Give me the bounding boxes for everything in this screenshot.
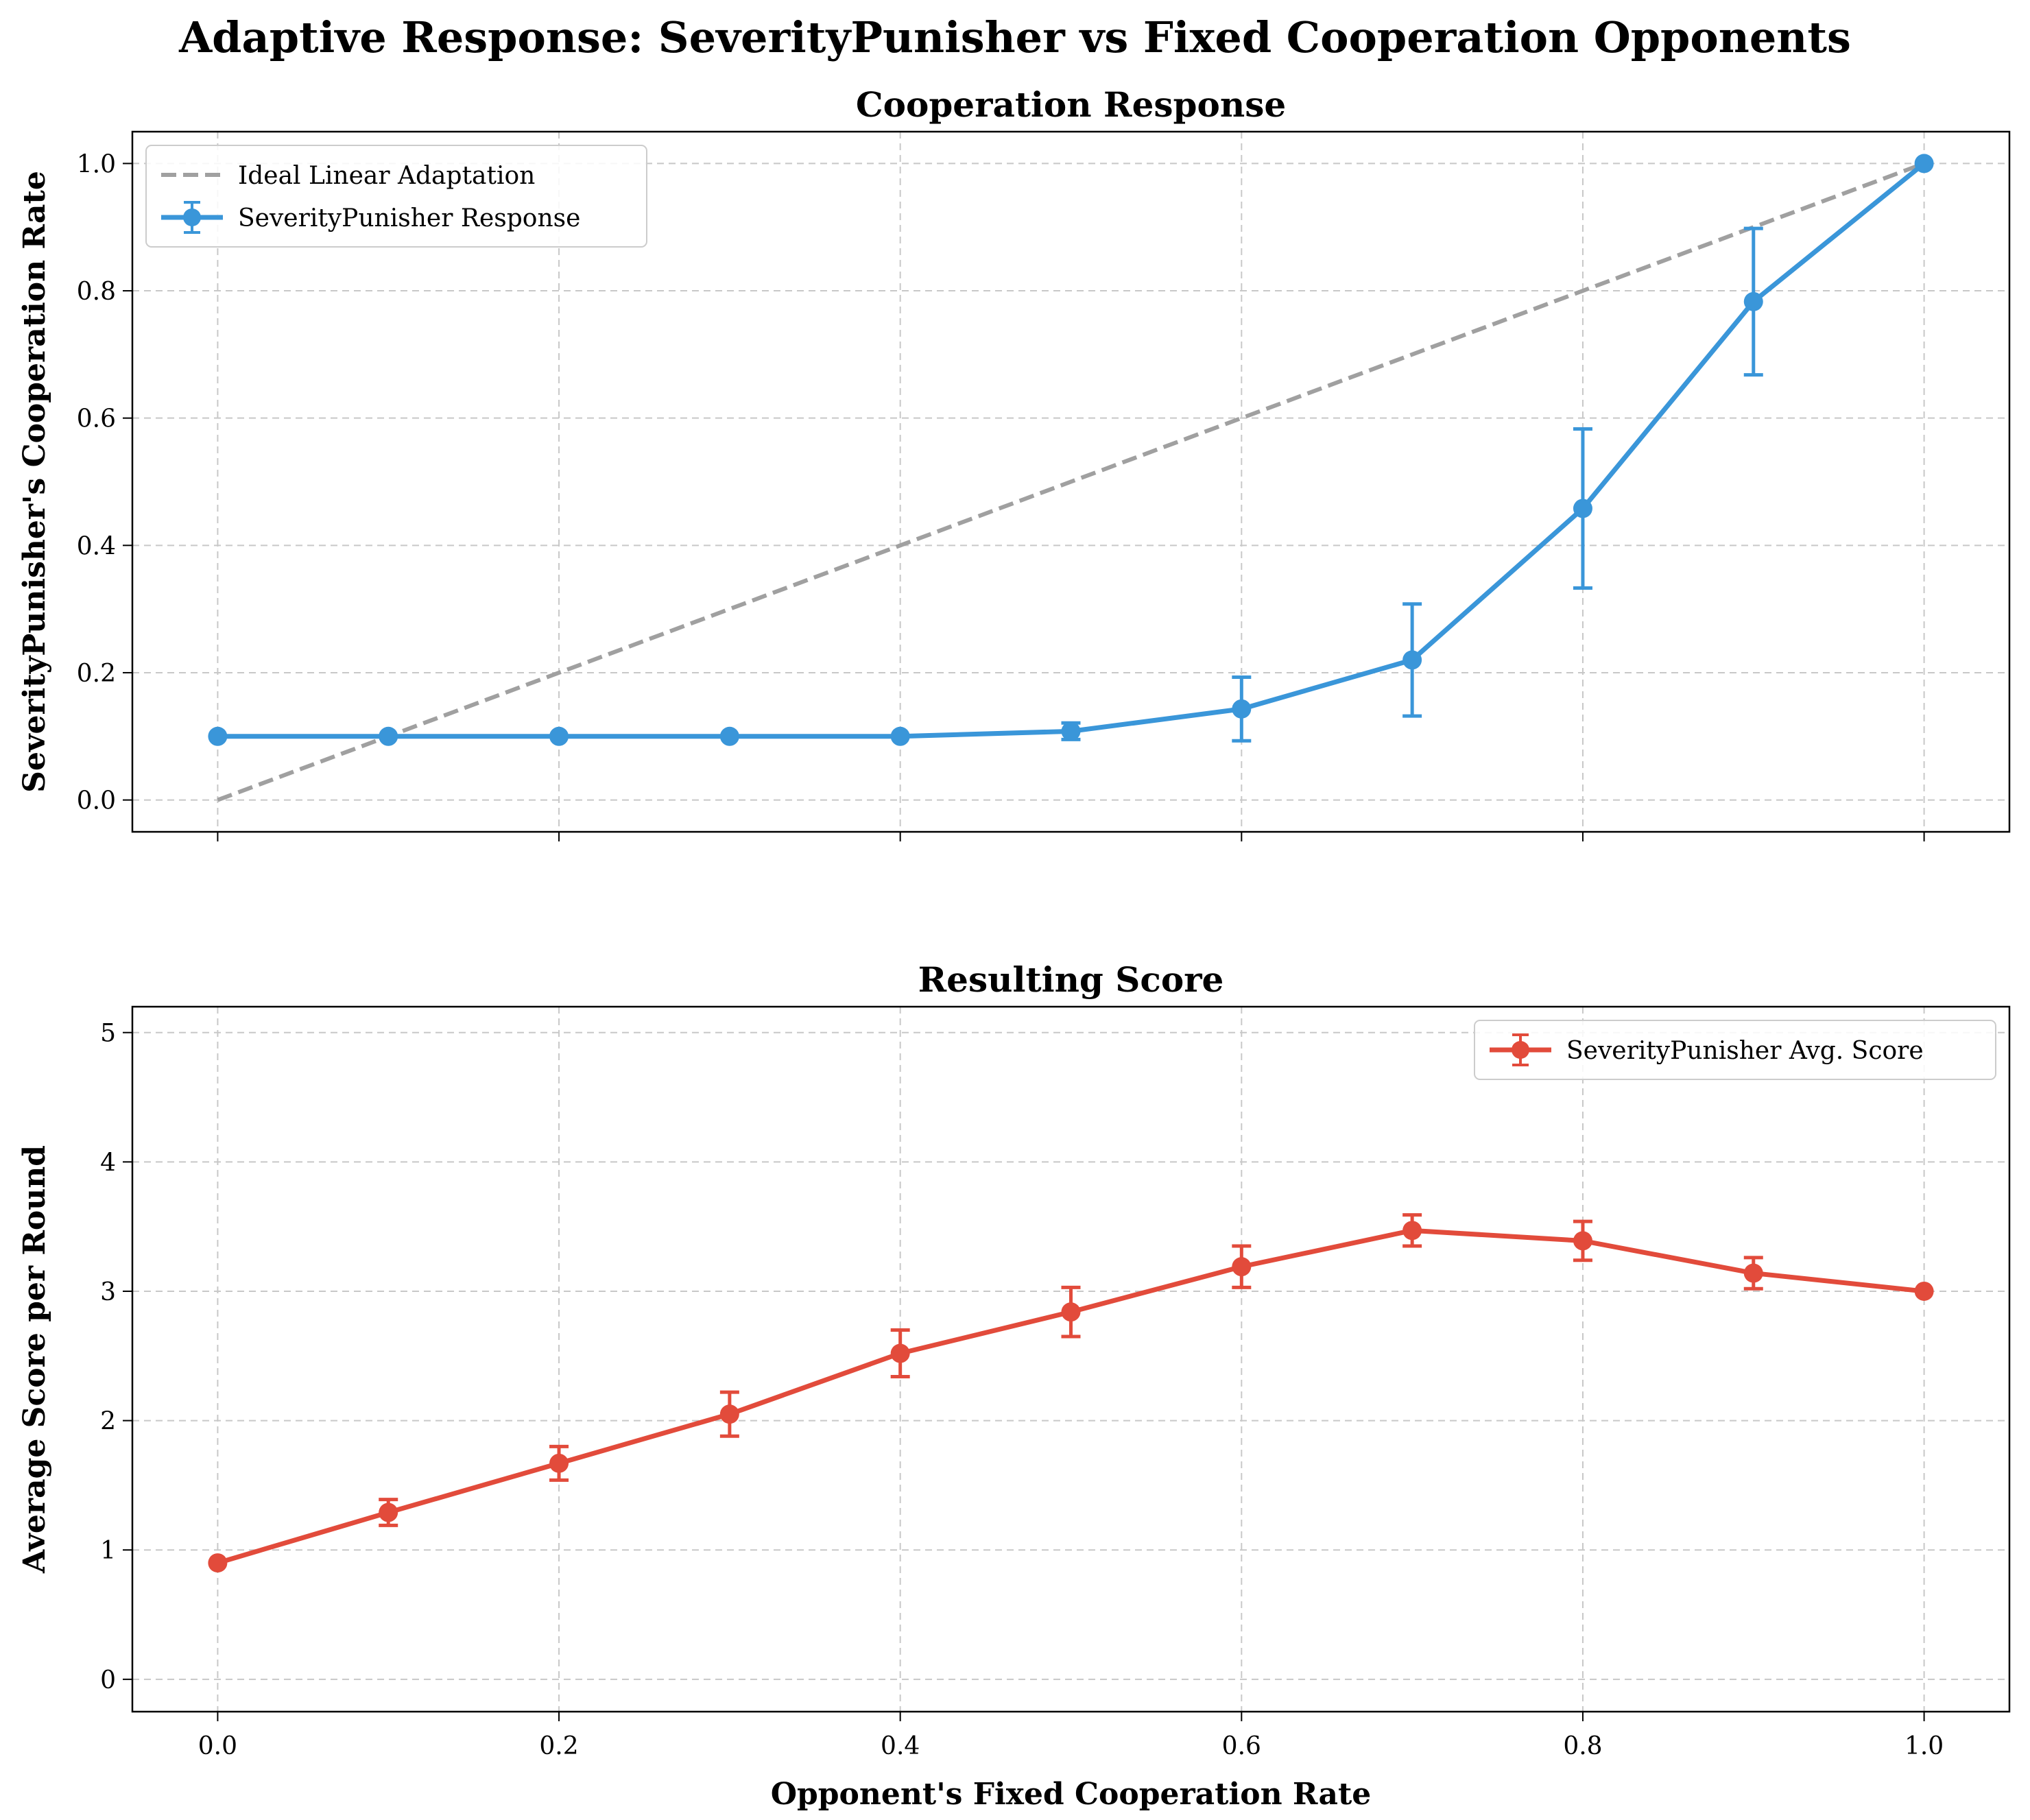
data-point (379, 1502, 398, 1522)
y-tick-label: 0.4 (77, 532, 116, 560)
data-point (719, 726, 739, 746)
series-line (217, 1228, 1924, 1566)
data-point (549, 1453, 569, 1473)
panel-title: Cooperation Response (856, 84, 1286, 125)
legend-label: SeverityPunisher Response (238, 204, 580, 232)
legend-box (145, 145, 647, 248)
y-tick-label: 1.0 (77, 150, 116, 178)
data-point (1573, 1231, 1592, 1251)
y-tick-label: 0.0 (77, 787, 116, 815)
data-point (549, 726, 569, 746)
data-point (208, 726, 228, 746)
series-line (217, 161, 1926, 739)
data-point (1743, 291, 1763, 311)
x-tick-label: 0.8 (1563, 1732, 1602, 1760)
data-point (379, 726, 398, 746)
legend-label: SeverityPunisher Avg. Score (1566, 1037, 1924, 1065)
y-tick-label: 0.8 (77, 278, 116, 306)
legend: Ideal Linear Adaptation SeverityPunisher … (145, 145, 647, 248)
y-tick-label: 3 (100, 1278, 116, 1306)
data-point (1061, 1302, 1081, 1322)
ideal-line (217, 161, 1925, 802)
legend-box (1474, 1020, 1996, 1080)
y-tick-label: 0.6 (77, 405, 116, 433)
panel-title: Resulting Score (918, 959, 1224, 1000)
data-point (1061, 721, 1081, 741)
panel-2: 0.0 0.2 0.4 0.6 0.8 1.0 0 1 2 3 4 5 Resulting Score A… (17, 959, 2011, 1812)
data-point (1402, 650, 1422, 670)
data-point (1914, 1281, 1934, 1301)
x-tick-label: 1.0 (1904, 1732, 1944, 1760)
y-tick-label: 1 (100, 1537, 116, 1565)
data-point (890, 726, 910, 746)
y-tick-label: 0 (100, 1666, 116, 1695)
data-point (1914, 154, 1934, 173)
data-point (208, 1553, 228, 1573)
figure-title: Adaptive Response: SeverityPunisher vs F… (179, 12, 1851, 62)
x-tick-label: 0.2 (539, 1732, 578, 1760)
panel-1: 0.0 0.2 0.4 0.6 0.8 1.0 Cooperation Response Se… (17, 84, 2011, 841)
y-tick-label: 2 (100, 1408, 116, 1436)
legend-label: Ideal Linear Adaptation (238, 162, 535, 190)
legend-swatch-marker (183, 208, 201, 226)
legend: SeverityPunisher Avg. Score (1474, 1020, 1996, 1080)
x-tick-label: 0.6 (1222, 1732, 1261, 1760)
data-point (1402, 1221, 1422, 1241)
data-point (1232, 699, 1252, 719)
y-tick-label: 4 (100, 1149, 116, 1177)
legend-swatch-marker (1512, 1041, 1529, 1059)
data-point (1232, 1257, 1252, 1277)
y-axis-label: SeverityPunisher's Cooperation Rate (17, 171, 52, 793)
x-tick-label: 0.4 (881, 1732, 920, 1760)
x-axis-label: Opponent's Fixed Cooperation Rate (771, 1777, 1372, 1812)
data-point (890, 1343, 910, 1363)
x-tick-label: 0.0 (198, 1732, 237, 1760)
plot-frame (131, 1005, 2011, 1713)
y-tick-label: 5 (100, 1020, 116, 1048)
data-point (1573, 499, 1592, 518)
y-tick-label: 0.2 (77, 660, 116, 688)
data-point (719, 1404, 739, 1424)
data-point (1743, 1263, 1763, 1283)
plot-frame (131, 130, 2011, 833)
y-axis-label: Average Score per Round (17, 1145, 52, 1574)
